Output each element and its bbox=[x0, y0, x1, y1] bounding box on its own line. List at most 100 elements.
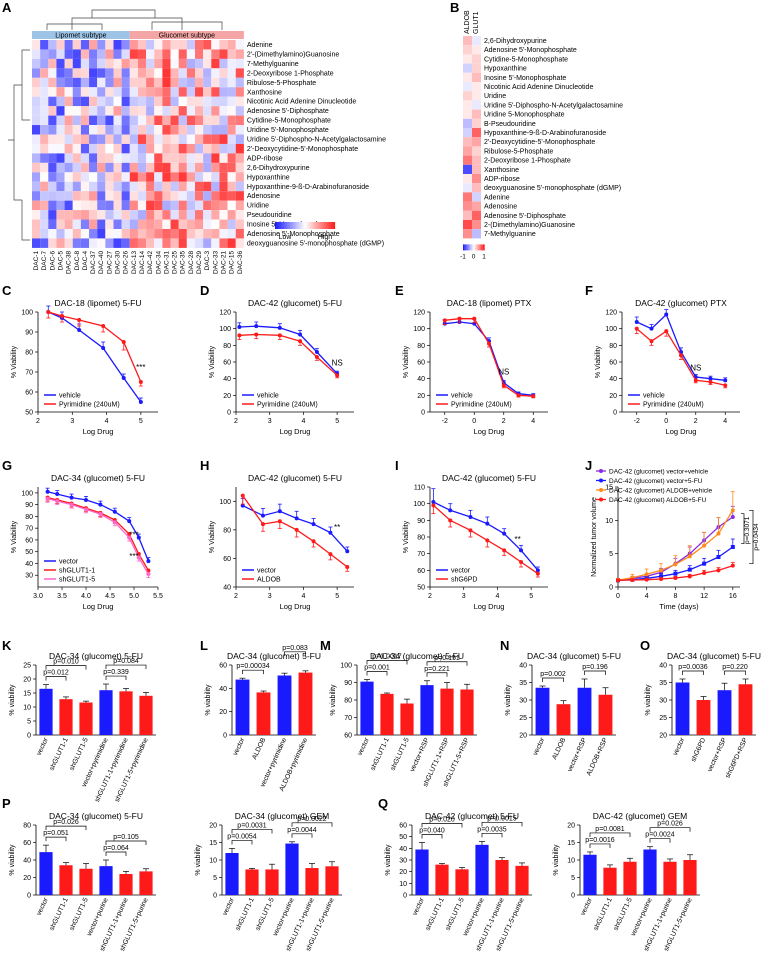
category-label: vector bbox=[36, 896, 50, 916]
heatmap-cell bbox=[32, 238, 41, 248]
heatmap-cell bbox=[72, 125, 81, 135]
data-point bbox=[630, 578, 635, 582]
significance-label: *** bbox=[136, 363, 145, 372]
data-point bbox=[121, 376, 126, 380]
legend-label: vehicle bbox=[257, 393, 279, 400]
y-tick-label: 80 bbox=[223, 343, 231, 350]
heatmap-cell bbox=[64, 115, 73, 126]
heatmap-cell bbox=[137, 153, 147, 163]
panel-letter-Q: Q bbox=[378, 796, 388, 811]
y-tick-label: 80 bbox=[25, 350, 33, 357]
heatmap-cell bbox=[154, 153, 163, 163]
chart-P2: 0 5 10 15 20 DAC-34 (glucomet) GEM % viability… bbox=[195, 811, 342, 952]
chart-title: DAC-42 (glucomet) 5-FU bbox=[248, 473, 342, 483]
pvalue-label: p=0.0035 bbox=[477, 826, 506, 833]
heatmap-cell bbox=[195, 49, 204, 59]
data-point bbox=[77, 328, 82, 332]
heatmap-cell bbox=[97, 87, 106, 97]
legend-gradient-step bbox=[478, 244, 480, 251]
heatmap-cell bbox=[463, 91, 472, 101]
heatmap-cell bbox=[121, 40, 130, 50]
row-label: 7-Methylguanine bbox=[484, 231, 536, 238]
pvalue-bracket bbox=[105, 840, 147, 845]
y-tick-label: 5 bbox=[27, 719, 31, 726]
chart-title: DAC-34 (glucomet) 5-FU bbox=[667, 651, 761, 661]
heatmap-cell bbox=[129, 58, 138, 69]
y-tick-label: 120 bbox=[605, 310, 617, 317]
row-label: Uridine 5'-Diphospho-N-Acetylgalactosami… bbox=[484, 102, 623, 109]
category-label: vector bbox=[357, 736, 371, 756]
heatmap-cell bbox=[105, 49, 114, 59]
heatmap-cell bbox=[48, 106, 57, 116]
heatmap-cell bbox=[64, 181, 73, 192]
heatmap-cell bbox=[89, 125, 98, 135]
category-label: shGLUT1-5 bbox=[390, 737, 411, 772]
pvalue-bracket bbox=[426, 661, 468, 666]
heatmap-cell bbox=[219, 106, 228, 116]
x-tick-label: 5 bbox=[139, 418, 143, 425]
heatmap-cell bbox=[154, 115, 163, 126]
pvalue-label: p=0.002 bbox=[540, 671, 566, 678]
heatmap-cell bbox=[219, 58, 228, 69]
legend-high: High bbox=[318, 234, 333, 241]
bar bbox=[556, 704, 571, 735]
y-tick-label: 40 bbox=[609, 376, 617, 383]
heatmap-cell bbox=[97, 191, 106, 201]
column-label: ALDOB bbox=[464, 10, 471, 34]
heatmap-cell bbox=[32, 134, 41, 144]
legend-label: vector bbox=[257, 568, 277, 575]
heatmap-cell bbox=[178, 200, 187, 211]
heatmap-cell bbox=[463, 183, 472, 193]
heatmap-cell bbox=[186, 115, 195, 126]
category-label: shGLUT1-1 bbox=[235, 897, 256, 932]
legend-label: Pyrimidine (240uM) bbox=[257, 402, 318, 409]
heatmap-cell bbox=[203, 58, 212, 69]
data-point bbox=[146, 559, 151, 564]
series-vector bbox=[45, 487, 151, 564]
heatmap-cell bbox=[129, 40, 138, 50]
data-point bbox=[716, 531, 721, 536]
heatmap-cell bbox=[113, 68, 122, 78]
heatmap-cell bbox=[64, 143, 73, 154]
heatmap-cell bbox=[203, 200, 212, 211]
y-tick-label: 15 bbox=[605, 485, 613, 492]
legend-gradient-step bbox=[315, 222, 318, 229]
data-point bbox=[101, 324, 106, 328]
column-label: DAC-42 bbox=[147, 251, 154, 275]
heatmap-cell bbox=[463, 82, 472, 92]
heatmap-cell bbox=[203, 49, 212, 59]
x-axis-label: Log Drug bbox=[666, 427, 697, 436]
heatmap-cell bbox=[40, 210, 49, 220]
heatmap-cell bbox=[97, 229, 106, 239]
heatmap-cell bbox=[56, 49, 65, 59]
y-tick-label: 15 bbox=[209, 840, 217, 847]
legend-gradient-step bbox=[479, 244, 482, 251]
heatmap-cell bbox=[170, 68, 179, 78]
data-point bbox=[277, 519, 282, 524]
row-label: Adenosine 5'-Monophosphate bbox=[484, 47, 577, 54]
bar bbox=[79, 702, 93, 735]
heatmap-cell bbox=[146, 191, 155, 201]
heatmap-cell bbox=[154, 210, 163, 220]
bar bbox=[245, 869, 259, 895]
y-tick-label: 25 bbox=[519, 715, 527, 722]
category-label: shGLUT1-1 bbox=[49, 897, 70, 932]
heatmap-cell bbox=[105, 106, 114, 116]
heatmap-cell bbox=[32, 181, 41, 192]
legend-gradient-step bbox=[284, 222, 286, 229]
legend-gradient-step bbox=[305, 222, 307, 229]
bar bbox=[59, 865, 73, 895]
heatmap-cell bbox=[105, 96, 114, 107]
data-point bbox=[649, 339, 654, 344]
heatmap-cell bbox=[235, 134, 244, 144]
y-tick-label: 10 bbox=[605, 518, 613, 525]
data-point bbox=[84, 507, 88, 512]
heatmap-cell bbox=[162, 200, 171, 211]
heatmap-cell bbox=[178, 229, 187, 239]
data-point bbox=[328, 530, 333, 535]
legend-tick: -1 bbox=[460, 253, 466, 260]
heatmap-cell bbox=[48, 219, 57, 229]
heatmap-cell bbox=[72, 229, 81, 239]
series-shG6PD bbox=[431, 503, 540, 578]
